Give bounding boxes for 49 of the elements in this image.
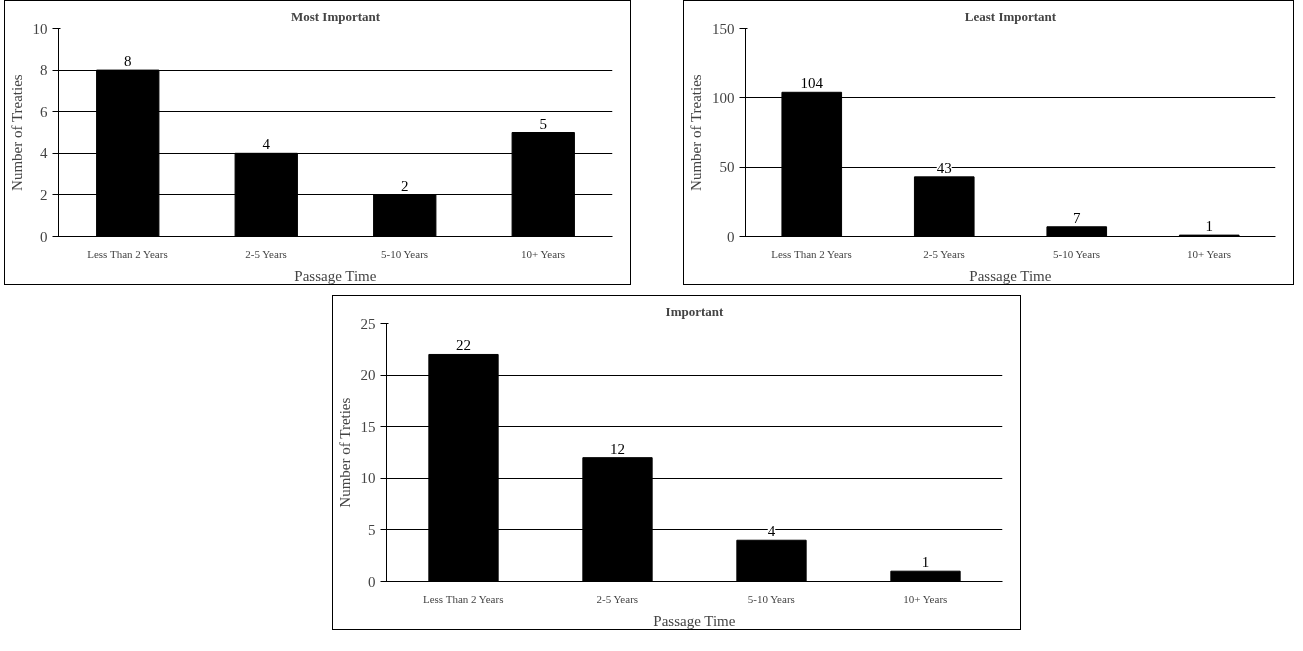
data-label: 104 bbox=[800, 75, 824, 92]
chart-title: Important bbox=[665, 303, 725, 319]
x-tick-label: 10+ Years bbox=[903, 592, 948, 605]
x-tick-label: 2-5 Years bbox=[923, 247, 965, 260]
data-label: 12 bbox=[610, 440, 625, 457]
y-axis-title: Number of Treties bbox=[336, 397, 353, 508]
y-tick-label: 4 bbox=[40, 145, 48, 162]
y-tick-label: 10 bbox=[360, 470, 376, 487]
y-tick-label: 5 bbox=[368, 521, 376, 538]
x-tick-label: 10+ Years bbox=[521, 247, 566, 260]
data-label: 1 bbox=[921, 554, 930, 571]
y-tick-label: 0 bbox=[40, 228, 48, 245]
x-tick-label: 5-10 Years bbox=[381, 247, 429, 260]
x-tick-label: Less Than 2 Years bbox=[422, 592, 504, 605]
y-tick-label: 100 bbox=[712, 89, 735, 106]
y-axis-title: Number of Treaties bbox=[8, 74, 25, 191]
data-label: 22 bbox=[456, 337, 471, 354]
chart-title: Most Important bbox=[290, 8, 381, 24]
chart-title: Least Important bbox=[964, 8, 1057, 24]
y-tick-label: 0 bbox=[727, 228, 735, 245]
y-tick-label: 10 bbox=[32, 20, 48, 37]
data-label: 1 bbox=[1205, 218, 1213, 235]
y-axis-title: Number of Treaties bbox=[688, 74, 704, 191]
x-tick-label: 2-5 Years bbox=[596, 592, 639, 605]
x-axis-title: Passage Time bbox=[969, 267, 1052, 284]
data-label: 7 bbox=[1073, 209, 1081, 226]
y-tick-label: 50 bbox=[719, 159, 735, 176]
y-tick-label: 8 bbox=[40, 62, 48, 79]
x-tick-label: 5-10 Years bbox=[1053, 247, 1101, 260]
data-label: 2 bbox=[401, 177, 409, 194]
data-label: 4 bbox=[767, 523, 776, 540]
data-label: 8 bbox=[124, 53, 132, 70]
x-tick-label: 2-5 Years bbox=[245, 247, 287, 260]
x-tick-label: 10+ Years bbox=[1187, 247, 1232, 260]
data-label: 4 bbox=[262, 136, 271, 153]
y-tick-label: 25 bbox=[360, 315, 376, 332]
x-tick-label: Less Than 2 Years bbox=[87, 247, 168, 260]
y-tick-label: 20 bbox=[360, 367, 376, 384]
y-tick-label: 150 bbox=[712, 20, 735, 37]
x-axis-title: Passage Time bbox=[294, 267, 377, 284]
x-tick-label: 5-10 Years bbox=[747, 592, 795, 605]
x-tick-label: Less Than 2 Years bbox=[771, 247, 852, 260]
data-label: 43 bbox=[936, 159, 952, 176]
y-tick-label: 2 bbox=[40, 186, 48, 203]
y-tick-label: 0 bbox=[368, 573, 376, 590]
y-tick-label: 15 bbox=[360, 418, 376, 435]
y-tick-label: 6 bbox=[40, 103, 48, 120]
data-label: 5 bbox=[539, 115, 547, 132]
x-axis-title: Passage Time bbox=[653, 612, 736, 629]
